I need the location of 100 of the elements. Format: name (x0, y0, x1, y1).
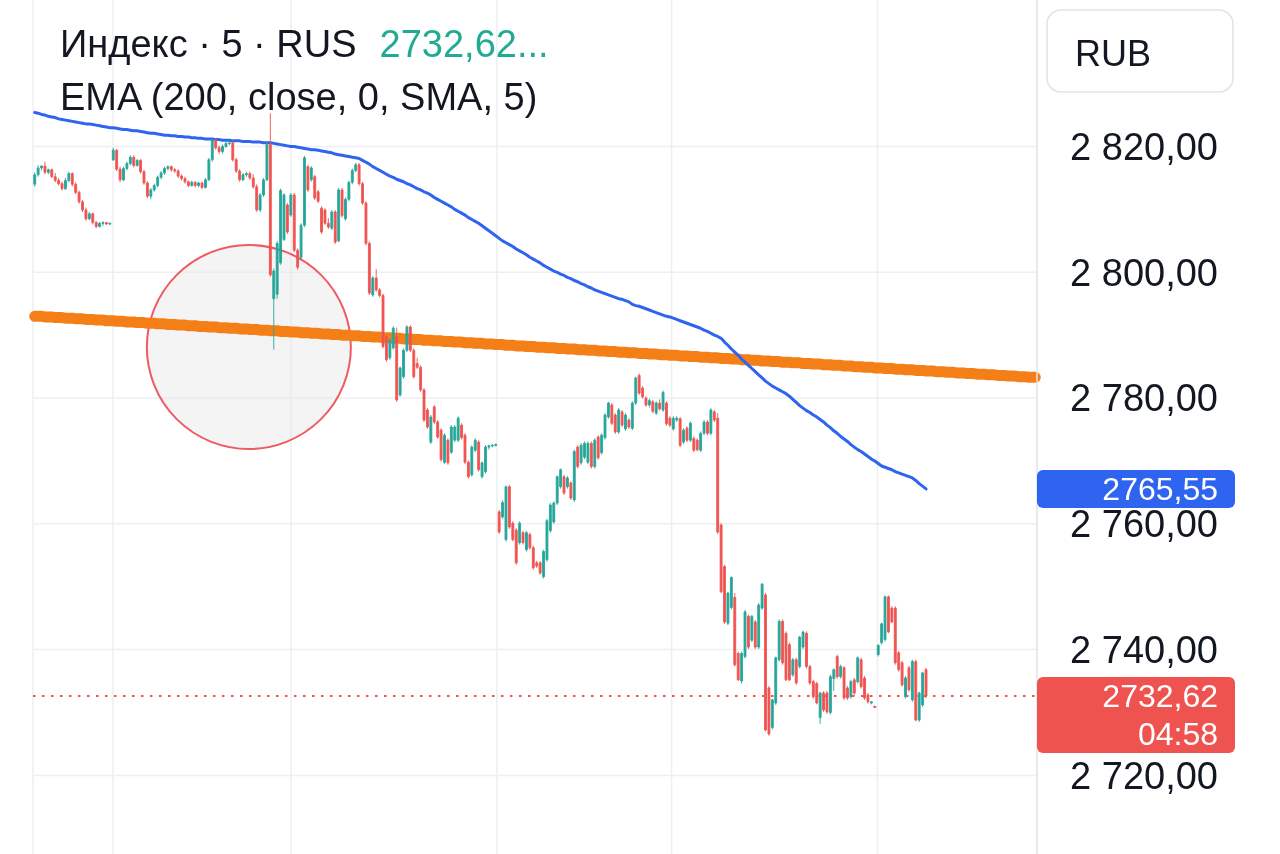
candlestick (101, 220, 105, 227)
candlestick (122, 166, 125, 182)
candlestick (340, 187, 344, 219)
candlestick (637, 373, 641, 396)
candlestick (183, 176, 187, 185)
text: 04:58 (1137, 716, 1218, 753)
candlestick (654, 400, 658, 416)
candlestick (794, 657, 798, 686)
candlestick (521, 530, 525, 546)
candlestick (306, 164, 310, 193)
candlestick (504, 485, 508, 542)
candlestick (456, 415, 460, 443)
ref-line-label: 2732,62 (1102, 678, 1218, 715)
candlestick (876, 644, 880, 657)
candlestick (163, 166, 166, 176)
candlestick (839, 664, 843, 679)
y-axis-title: RUB (1075, 32, 1152, 74)
candlestick (135, 158, 139, 168)
candlestick (200, 181, 204, 190)
candlestick (596, 434, 600, 461)
candlestick (706, 419, 709, 436)
candlestick (873, 705, 877, 709)
candlestick (91, 212, 95, 225)
candlestick (572, 449, 576, 503)
candlestick (692, 435, 696, 453)
y-tick-label: 2 740,00 (1070, 628, 1218, 671)
candlestick (671, 415, 675, 432)
candlestick (624, 412, 627, 432)
candlestick (709, 407, 713, 436)
candlestick (562, 474, 566, 496)
candlestick (593, 437, 597, 469)
candlestick (227, 140, 231, 146)
candlestick (46, 168, 50, 175)
candlestick (747, 613, 750, 650)
candlestick (289, 192, 293, 218)
candlestick (87, 211, 91, 221)
candlestick (98, 221, 101, 229)
candlestick (241, 172, 245, 182)
candlestick (682, 427, 685, 445)
candlestick (429, 414, 433, 445)
candlestick (627, 417, 631, 430)
candlestick (108, 222, 112, 226)
candlestick (371, 275, 375, 298)
candlestick (566, 475, 569, 490)
candlestick (497, 509, 501, 535)
candlestick (214, 137, 218, 151)
candlestick (586, 441, 590, 465)
candlestick (60, 181, 64, 191)
text: Индекс · 5 · RUS (60, 23, 357, 65)
candlestick (695, 437, 699, 452)
candlestick (750, 614, 754, 643)
candlestick (651, 399, 655, 414)
candlestick (443, 432, 446, 465)
candlestick (330, 209, 334, 231)
candlestick (313, 174, 317, 201)
annotation: 2732,62... (379, 23, 549, 65)
candlestick (176, 168, 180, 179)
candlestick (589, 441, 593, 469)
candlestick (374, 268, 378, 293)
candlestick (245, 171, 248, 178)
candlestick (678, 416, 682, 448)
candlestick (883, 595, 887, 642)
candlestick (333, 209, 337, 245)
candlestick (791, 657, 795, 678)
candlestick (849, 679, 853, 700)
candlestick (688, 420, 692, 443)
candlestick (186, 180, 190, 188)
candlestick (835, 654, 839, 679)
candlestick (128, 154, 132, 166)
candlestick (576, 444, 580, 469)
candlestick (166, 164, 170, 171)
candlestick (818, 691, 822, 725)
candlestick (869, 700, 873, 705)
y-tick-label: 2 780,00 (1070, 377, 1218, 420)
candlestick (169, 164, 173, 173)
candlestick (538, 560, 542, 576)
candlestick (395, 327, 399, 403)
candlestick (449, 424, 453, 455)
y-tick-label: 2 720,00 (1070, 754, 1218, 797)
candlestick (904, 675, 907, 700)
candlestick (579, 442, 583, 466)
candlestick (477, 439, 481, 473)
candlestick (105, 221, 108, 226)
candlestick (111, 147, 115, 162)
candlestick (149, 187, 153, 200)
candlestick (224, 141, 228, 149)
candlestick (286, 202, 289, 235)
candlestick (665, 400, 668, 427)
candlestick (197, 181, 201, 188)
candlestick (53, 172, 57, 183)
candlestick (617, 407, 621, 435)
candlestick (620, 409, 624, 428)
candlestick (309, 165, 313, 183)
candlestick (525, 530, 528, 552)
candlestick (518, 520, 522, 546)
candlestick (156, 175, 160, 188)
candlestick (685, 425, 689, 443)
candlestick (569, 480, 573, 501)
y-tick-label: 2 800,00 (1070, 251, 1218, 294)
candlestick (221, 144, 224, 154)
